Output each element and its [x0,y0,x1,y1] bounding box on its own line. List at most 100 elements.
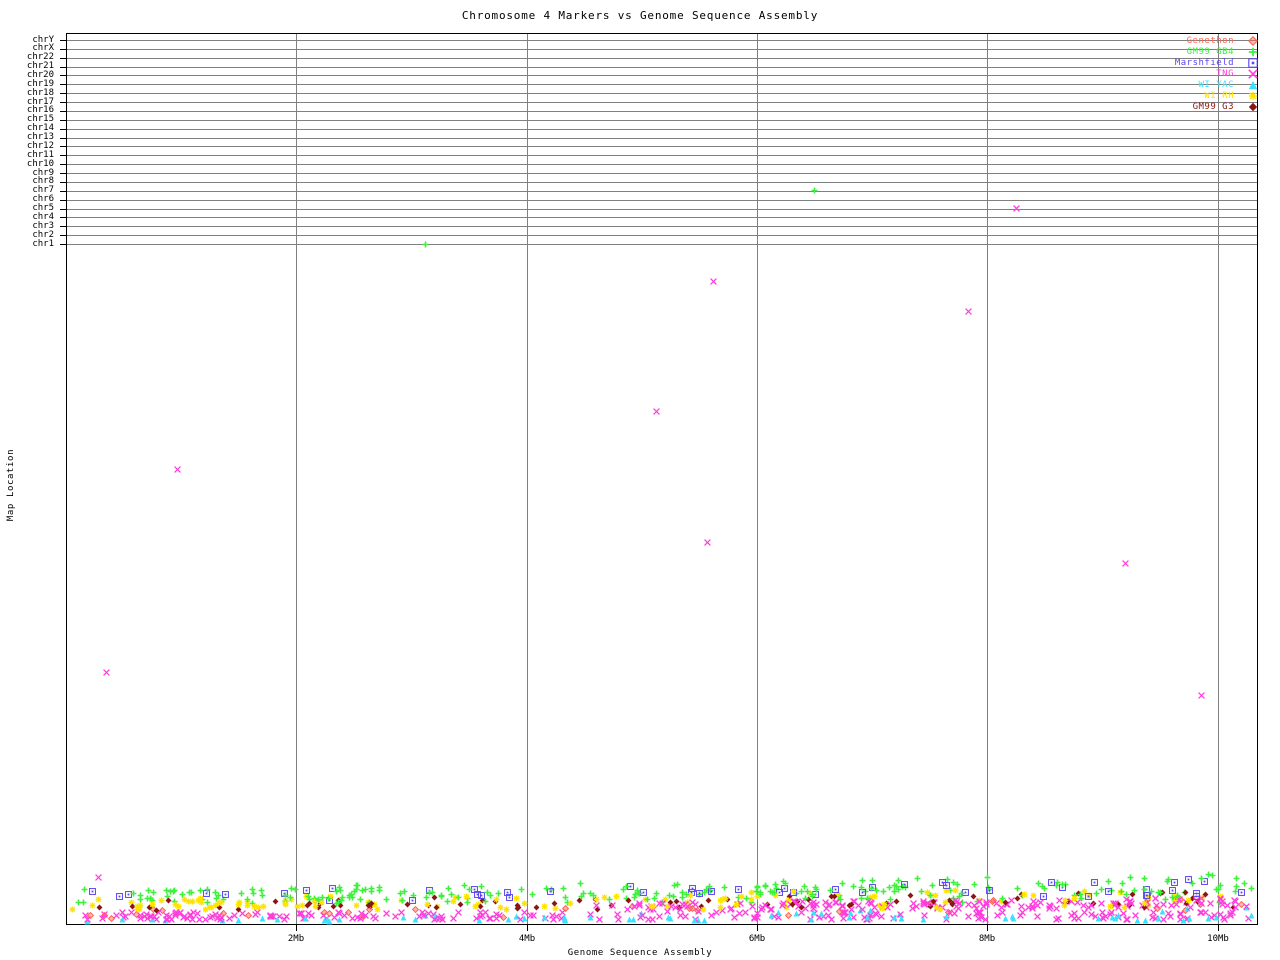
y-tick-chr14: chr14 [26,123,54,134]
legend-marker-triangle-icon [1248,80,1258,90]
y-tick-mark [60,173,66,175]
y-tick-chr16: chr16 [26,105,54,116]
chromosome-band-gridlines [66,33,1258,245]
x-gridline-2Mb [296,34,297,924]
y-tick-mark [60,40,66,41]
x-gridline-10Mb [1218,34,1219,924]
y-tick-chr21: chr21 [26,61,54,72]
x-tick-mark [987,925,988,931]
chart-title: Chromosome 4 Markers vs Genome Sequence … [461,9,819,22]
x-tick-10Mb: 10Mb [1207,934,1229,944]
legend-item-gm99-g3: GM99 G3 [1128,102,1258,112]
y-tick-mark [60,146,66,148]
y-tick-mark [60,164,66,166]
y-tick-chr12: chr12 [26,140,54,151]
y-tick-chr10: chr10 [26,158,54,169]
y-tick-mark [60,102,66,104]
legend: Genethon GM99 GB4 Marshfield TNG WI YAC WI RH… [1128,36,1258,113]
legend-marker-diamond-filled-icon [1248,102,1258,112]
x-tick-mark [757,925,758,931]
x-tick-2Mb: 2Mb [287,934,305,944]
y-tick-mark [60,137,66,139]
gridline-chr9 [66,173,1258,175]
y-tick-chr15: chr15 [26,114,54,125]
legend-marker-x-icon [1248,69,1258,79]
y-tick-mark [60,244,66,245]
legend-item-wi-rh: WI RH [1128,91,1258,101]
y-tick-chrY: chrY [32,34,54,45]
x-tick-mark [1218,925,1219,931]
legend-label: GM99 GB4 [1186,47,1234,57]
legend-item-gm99-gb4: GM99 GB4 [1128,47,1258,57]
x-gridline-8Mb [987,34,988,924]
y-tick-mark [60,66,66,68]
legend-label: TNG [1216,69,1234,79]
y-tick-chr4: chr4 [32,211,54,222]
y-tick-mark [60,226,66,228]
gridline-chr2 [66,235,1258,237]
gridline-chrX [66,48,1258,50]
y-tick-chr2: chr2 [32,229,54,240]
legend-item-genethon: Genethon [1128,36,1258,46]
legend-marker-asterisk-icon [1248,91,1258,101]
x-tick-4Mb: 4Mb [518,934,536,944]
legend-item-tng: TNG [1128,69,1258,79]
y-tick-chr1: chr1 [32,238,54,249]
x-tick-mark [296,925,297,931]
y-tick-chr9: chr9 [32,167,54,178]
legend-label: GM99 G3 [1192,102,1234,112]
x-axis-title: Genome Sequence Assembly [567,948,713,958]
legend-label: WI YAC [1198,80,1234,90]
legend-item-wi-yac: WI YAC [1128,80,1258,90]
y-tick-mark [60,235,66,237]
gridline-chr18 [66,93,1258,95]
y-tick-chr3: chr3 [32,220,54,231]
y-tick-mark [60,57,66,59]
y-tick-mark [60,128,66,130]
x-gridline-6Mb [757,34,758,924]
gridline-chrY [66,40,1258,41]
y-tick-mark [60,208,66,210]
legend-marker-diamond-icon [1248,36,1258,46]
gridline-chr17 [66,102,1258,104]
gridline-chr4 [66,217,1258,219]
gridline-chr21 [66,66,1258,68]
gridline-chr5 [66,208,1258,210]
y-tick-mark [60,190,66,192]
legend-label: Marshfield [1174,58,1234,68]
legend-marker-square-icon [1248,58,1258,68]
y-tick-mark [60,84,66,86]
gridline-chr3 [66,226,1258,228]
gridline-chr20 [66,75,1258,77]
legend-marker-plus-icon [1248,47,1258,57]
y-tick-chr17: chr17 [26,96,54,107]
y-tick-chr8: chr8 [32,176,54,187]
gridline-chr13 [66,137,1258,139]
y-tick-mark [60,199,66,201]
y-tick-mark [60,93,66,95]
gridline-chr19 [66,84,1258,86]
y-tick-mark [60,217,66,219]
y-tick-chr5: chr5 [32,203,54,214]
gridline-chr6 [66,199,1258,201]
gridline-chr11 [66,155,1258,157]
y-tick-chr6: chr6 [32,194,54,205]
legend-label: WI RH [1204,91,1234,101]
y-tick-mark [60,119,66,121]
y-tick-chr13: chr13 [26,132,54,143]
gridline-chr15 [66,119,1258,121]
gridline-chr10 [66,164,1258,166]
y-tick-chr22: chr22 [26,52,54,63]
y-tick-mark [60,110,66,112]
y-tick-chr11: chr11 [26,149,54,160]
legend-label: Genethon [1186,36,1234,46]
y-tick-chr18: chr18 [26,87,54,98]
y-tick-mark [60,48,66,50]
gridline-chr22 [66,57,1258,59]
gridline-chr12 [66,146,1258,148]
plot-frame [66,33,1258,925]
y-tick-mark [60,155,66,157]
x-tick-mark [527,925,528,931]
y-tick-chrX: chrX [32,43,54,54]
